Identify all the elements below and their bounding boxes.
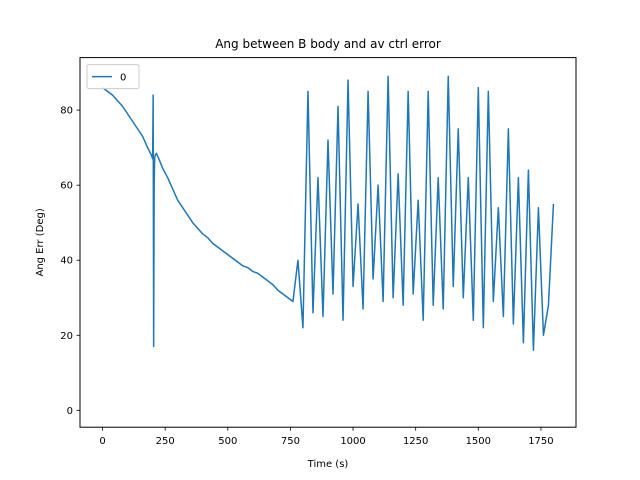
- x-tick-label: 1750: [528, 436, 553, 447]
- plot-area: [102, 75, 555, 352]
- x-axis-label: Time (s): [307, 459, 349, 470]
- y-axis-label: Ang Err (Deg): [35, 208, 46, 276]
- y-axis: 0 20 40 60 80: [60, 106, 80, 417]
- x-tick-label: 1250: [403, 436, 428, 447]
- chart-title: Ang between B body and av ctrl error: [215, 37, 441, 51]
- x-tick-label: 250: [156, 436, 175, 447]
- y-tick-label: 40: [60, 256, 73, 267]
- legend-box: [86, 64, 140, 90]
- y-tick-label: 20: [60, 331, 73, 342]
- x-tick-label: 750: [281, 436, 300, 447]
- legend-label: 0: [120, 73, 126, 84]
- x-tick-label: 0: [99, 436, 105, 447]
- x-tick-label: 1500: [466, 436, 491, 447]
- y-tick-label: 0: [67, 406, 73, 417]
- x-tick-label: 1000: [340, 436, 365, 447]
- x-tick-label: 500: [218, 436, 237, 447]
- series-line-0: [102, 75, 555, 352]
- plot-frame: [79, 57, 577, 428]
- y-tick-label: 60: [60, 181, 73, 192]
- y-tick-label: 80: [60, 106, 73, 117]
- legend: 0: [86, 64, 140, 90]
- x-axis: 0 250 500 750 1000 1250 1500 1750: [99, 427, 554, 447]
